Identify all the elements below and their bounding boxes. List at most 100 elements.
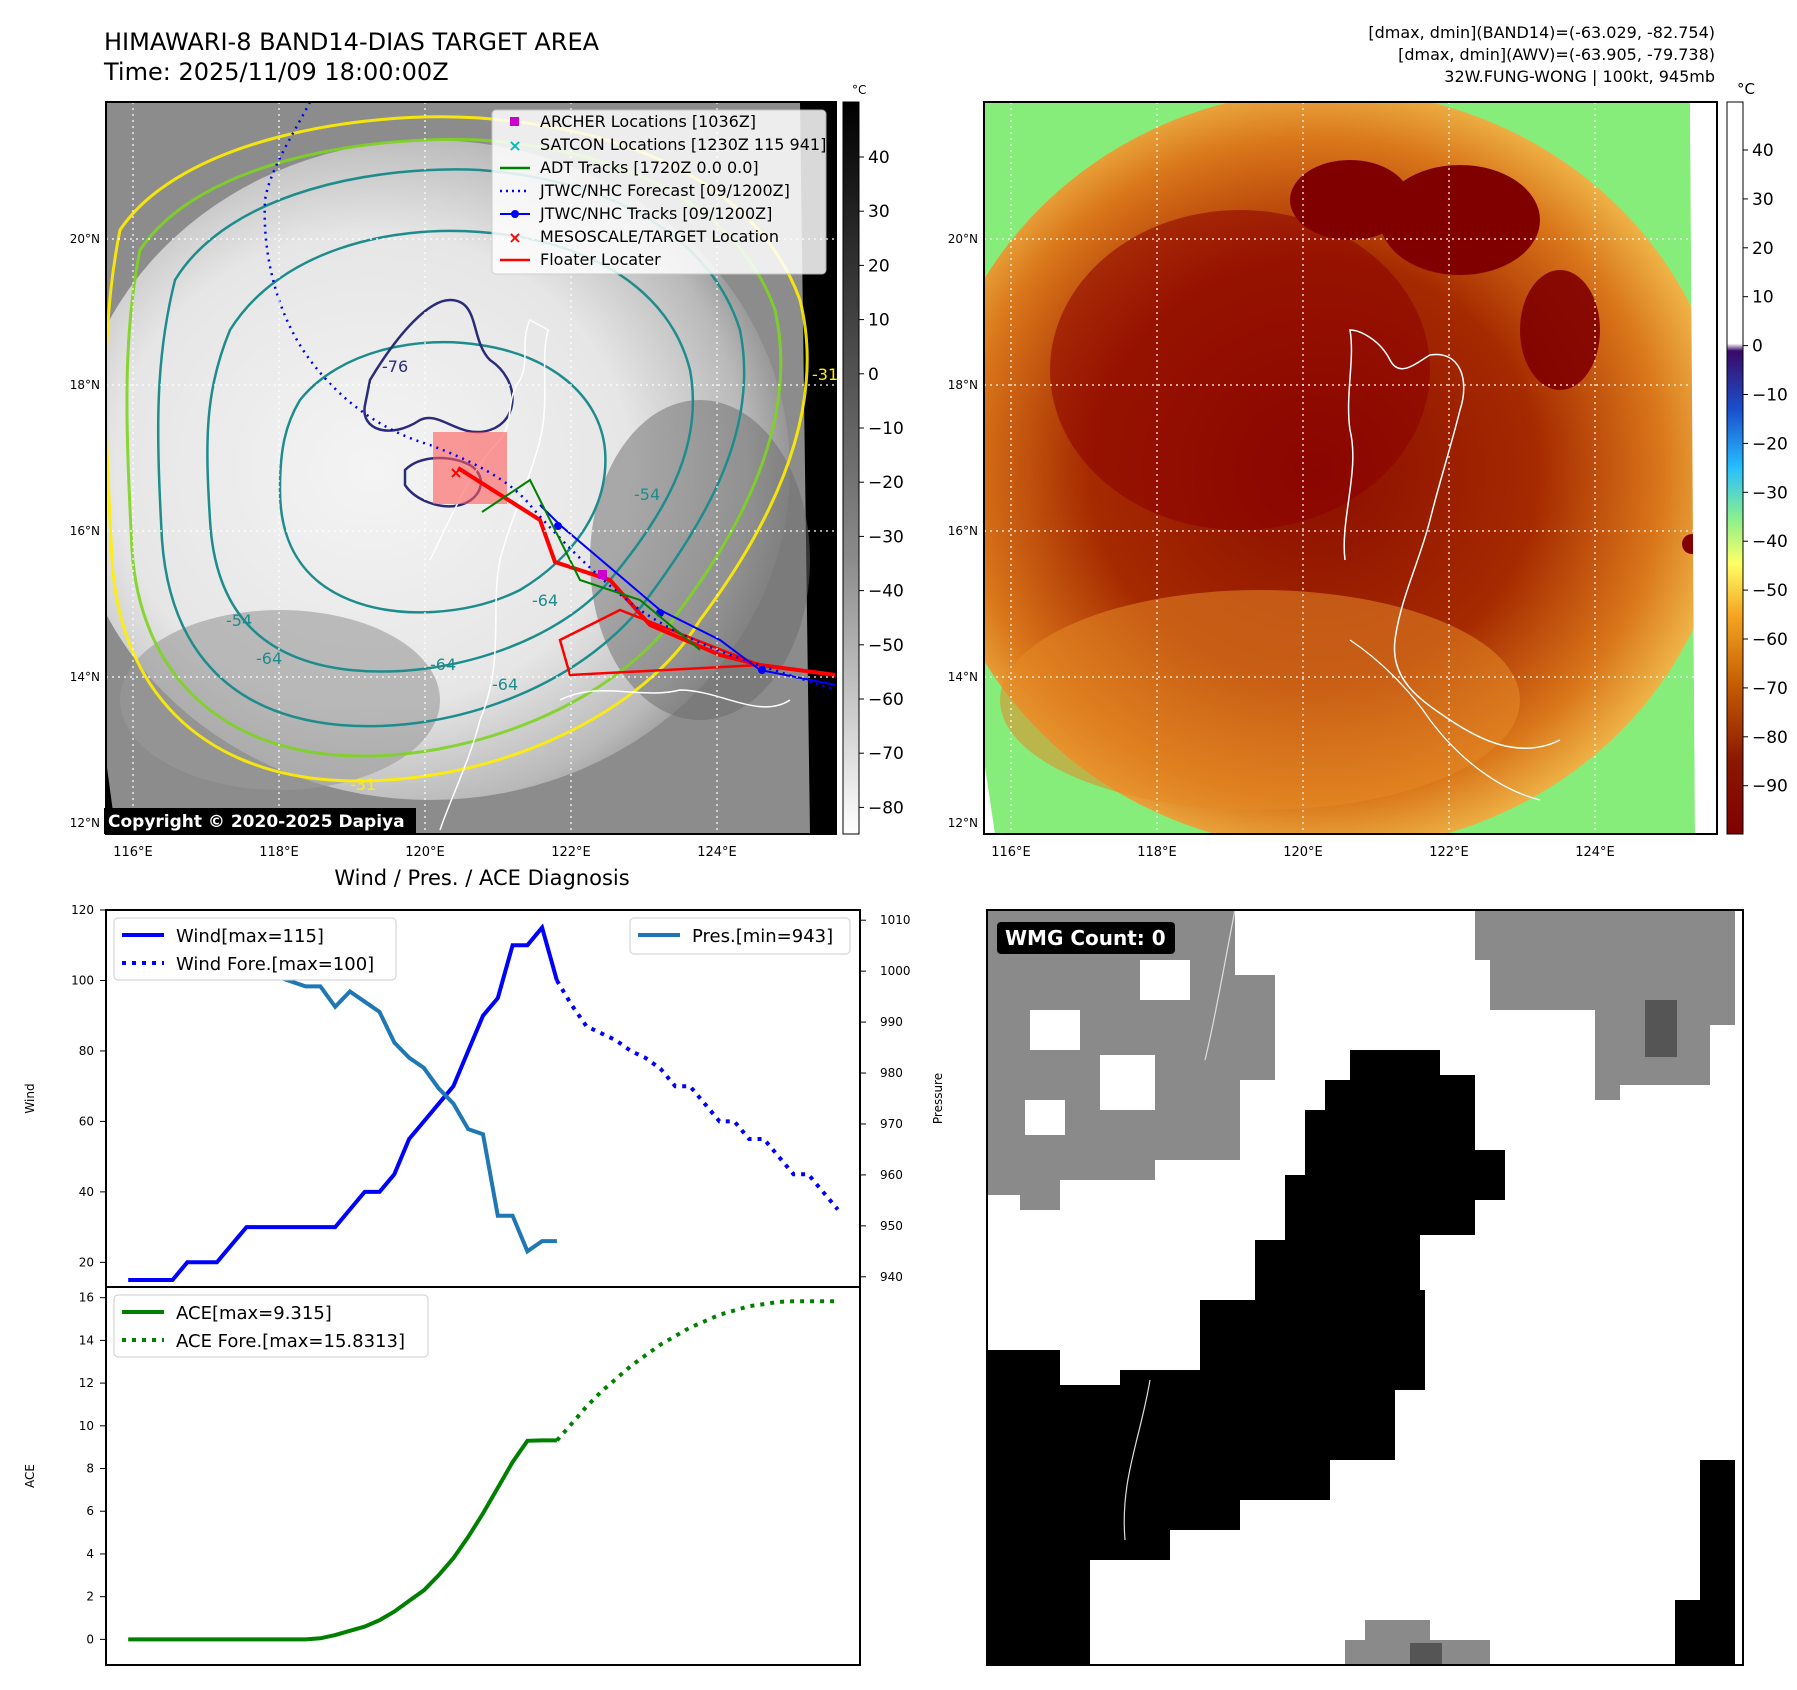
info-line-3: 32W.FUNG-WONG | 100kt, 945mb: [1444, 67, 1715, 86]
y-tick-label: 4: [86, 1547, 94, 1561]
lon-label: 118°E: [1137, 845, 1177, 860]
y-tick-label: 8: [86, 1462, 94, 1476]
lon-label: 116°E: [113, 845, 153, 860]
awv-colorbar-ticks: 40 30 20 10 0 −10 −20 −30 −40 −50 −60 −70 −80 −90: [1743, 141, 1788, 797]
ir-map-legend: ARCHER Locations [1036Z] × SATCON Location…: [491, 109, 827, 275]
copyright-text: Copyright © 2020-2025 Dapiya: [108, 812, 405, 832]
lat-label: 18°N: [948, 378, 978, 392]
contour-label: -31: [812, 365, 838, 384]
y2-tick-label: 940: [880, 1270, 903, 1284]
contour-label: -64: [492, 675, 518, 694]
legend-label: SATCON Locations [1230Z 115 941]: [540, 135, 826, 154]
chart-legend-label: Wind Fore.[max=100]: [176, 954, 374, 975]
y2-tick-label: 970: [880, 1117, 903, 1131]
colorbar-tick-label: −70: [1752, 679, 1788, 699]
colorbar-tick-label: 10: [868, 311, 890, 331]
lat-label: 16°N: [70, 524, 100, 538]
map-legend-entry: × SATCON Locations [1230Z 115 941]: [508, 135, 826, 155]
contour-label: -64: [256, 649, 282, 668]
lat-label: 14°N: [70, 670, 100, 684]
ace-chart: 0 2 4 6 8 10 12 14 16 ACE ACE[max=9.315] ACE Fore.[…: [23, 1291, 838, 1646]
chart-legend: ACE[max=9.315] ACE Fore.[max=15.8313]: [113, 1294, 429, 1358]
chart-legend: Wind[max=115] Wind Fore.[max=100]: [113, 917, 397, 981]
title-line-1: HIMAWARI-8 BAND14-DIAS TARGET AREA: [104, 28, 600, 56]
colorbar-tick-label: −70: [868, 744, 904, 764]
ir-colorbar-ticks: 40 30 20 10 0 −10 −20 −30 −40 −50 −60 −70 −80: [859, 148, 904, 818]
legend-label: MESOSCALE/TARGET Location: [540, 227, 779, 246]
colorbar-tick-label: 40: [868, 148, 890, 168]
y-axis-label: ACE: [23, 1464, 37, 1488]
colorbar-tick-label: −20: [868, 473, 904, 493]
contour-label: -64: [532, 591, 558, 610]
y2-tick-label: 980: [880, 1066, 903, 1080]
colorbar-tick-label: −20: [1752, 434, 1788, 454]
y2-tick-label: 1010: [880, 913, 911, 927]
legend-label: JTWC/NHC Tracks [09/1200Z]: [539, 204, 772, 223]
ir-colorbar-unit: °C: [852, 83, 866, 97]
colorbar-tick-label: 0: [868, 365, 879, 385]
lon-label: 120°E: [1283, 845, 1323, 860]
y-tick-label: 2: [86, 1590, 94, 1604]
lon-label: 118°E: [259, 845, 299, 860]
colorbar-tick-label: −30: [868, 527, 904, 547]
y-tick-label: 80: [79, 1044, 94, 1058]
colorbar-tick-label: 0: [1752, 337, 1763, 357]
lon-label: 122°E: [551, 845, 591, 860]
colorbar-tick-label: −10: [868, 419, 904, 439]
awv-map-panel: [984, 102, 1717, 834]
y-tick-label: 100: [71, 973, 94, 987]
lat-label: 12°N: [70, 816, 100, 830]
colorbar-tick-label: −40: [1752, 532, 1788, 552]
map-axis-labels: 116°E 118°E 120°E 122°E 124°E 20°N 18°N 16°N 14°…: [70, 232, 1615, 860]
lat-label: 18°N: [70, 378, 100, 392]
legend-label: ARCHER Locations [1036Z]: [540, 112, 756, 131]
y2-tick-label: 990: [880, 1015, 903, 1029]
y-tick-label: 12: [79, 1376, 94, 1390]
chart-legend-label: ACE[max=9.315]: [176, 1303, 332, 1324]
lon-label: 124°E: [1575, 845, 1615, 860]
awv-map-frame: [983, 101, 1718, 835]
chart-legend-label: Wind[max=115]: [176, 926, 324, 947]
legend-label: JTWC/NHC Forecast [09/1200Z]: [539, 181, 790, 200]
colorbar-tick-label: 30: [1752, 190, 1774, 210]
legend-label: ADT Tracks [1720Z 0.0 0.0]: [540, 158, 759, 177]
info-line-2: [dmax, dmin](AWV)=(-63.905, -79.738): [1398, 45, 1715, 64]
colorbar-tick-label: −90: [1752, 777, 1788, 797]
legend-marker: ×: [508, 136, 521, 155]
y-tick-label: 10: [79, 1419, 94, 1433]
colorbar-tick-label: −50: [868, 636, 904, 656]
contour-label: -64: [430, 655, 456, 674]
copyright-badge: [104, 808, 416, 834]
ir-colorbar: [842, 101, 860, 835]
colorbar-tick-label: −30: [1752, 483, 1788, 503]
svg-text:×: ×: [449, 463, 462, 482]
contour-label: -54: [634, 485, 660, 504]
colorbar-tick-label: −40: [868, 582, 904, 602]
chart-legend-label: ACE Fore.[max=15.8313]: [176, 1331, 405, 1352]
colorbar-tick-label: 20: [868, 256, 890, 276]
y-tick-label: 120: [71, 903, 94, 917]
series-line: [555, 979, 840, 1211]
lat-label: 20°N: [70, 232, 100, 246]
wmg-frame: [986, 909, 1744, 1666]
colorbar-tick-label: 40: [1752, 141, 1774, 161]
colorbar-tick-label: −60: [1752, 630, 1788, 650]
y-tick-label: 60: [79, 1114, 94, 1128]
contour-label: -54: [226, 611, 252, 630]
colorbar-tick-label: 30: [868, 202, 890, 222]
colorbar-tick-label: −50: [1752, 581, 1788, 601]
series-line: [128, 1438, 557, 1642]
lat-label: 12°N: [948, 816, 978, 830]
map-legend-entry: × MESOSCALE/TARGET Location: [508, 227, 779, 247]
colorbar-tick-label: −60: [868, 690, 904, 710]
map-legend-entry: ARCHER Locations [1036Z]: [510, 112, 756, 131]
y-tick-label: 20: [79, 1255, 94, 1269]
colorbar-tick-label: 20: [1752, 239, 1774, 259]
y-tick-label: 14: [79, 1333, 94, 1347]
colorbar-tick-label: −80: [1752, 728, 1788, 748]
awv-colorbar: [1726, 101, 1744, 835]
lon-label: 122°E: [1429, 845, 1469, 860]
lat-label: 14°N: [948, 670, 978, 684]
legend-marker: [511, 210, 519, 218]
